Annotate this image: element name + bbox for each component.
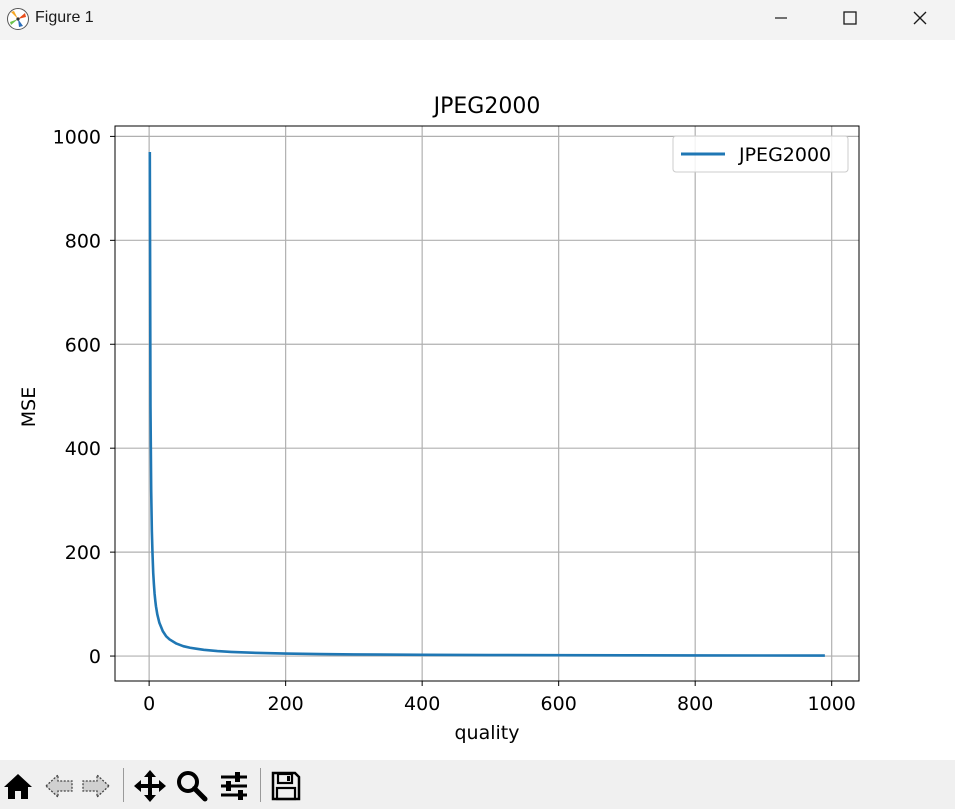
y-tick-label: 400 bbox=[65, 438, 101, 460]
x-axis-label: quality bbox=[455, 722, 520, 744]
back-arrow-icon bbox=[45, 773, 73, 799]
chart: 0 200 400 600 800 1000 0 200 400 600 800 1000 JPEG2… bbox=[18, 94, 860, 744]
y-tick-label: 600 bbox=[65, 334, 101, 356]
configure-subplots-button[interactable] bbox=[216, 768, 252, 804]
y-tick-label: 1000 bbox=[53, 126, 101, 148]
x-tick-label: 800 bbox=[677, 693, 713, 715]
close-icon bbox=[913, 11, 927, 25]
minimize-button[interactable] bbox=[746, 0, 816, 36]
legend-box bbox=[672, 135, 849, 173]
move-icon bbox=[134, 770, 166, 802]
axes-frame bbox=[114, 125, 860, 682]
back-button[interactable] bbox=[41, 768, 77, 804]
home-icon bbox=[4, 774, 32, 799]
minimize-icon bbox=[775, 17, 787, 19]
x-tick-label: 200 bbox=[268, 693, 304, 715]
series-line-jpeg2000 bbox=[148, 151, 825, 657]
magnifier-icon bbox=[177, 771, 208, 802]
legend-label: JPEG2000 bbox=[738, 144, 831, 166]
axis-ticks: 0 200 400 600 800 1000 0 200 400 600 800 1000 bbox=[53, 126, 856, 715]
legend: JPEG2000 bbox=[672, 135, 849, 173]
pan-button[interactable] bbox=[132, 768, 168, 804]
figure-canvas[interactable]: 0 200 400 600 800 1000 0 200 400 600 800 1000 JPEG2… bbox=[0, 40, 955, 760]
x-tick-label: 0 bbox=[143, 693, 155, 715]
maximize-icon bbox=[843, 11, 857, 25]
y-tick-label: 800 bbox=[65, 230, 101, 252]
save-button[interactable] bbox=[268, 768, 304, 804]
window-titlebar: Figure 1 bbox=[0, 0, 955, 40]
toolbar-separator bbox=[260, 768, 261, 802]
series-lines bbox=[148, 151, 825, 657]
forward-button[interactable] bbox=[78, 768, 114, 804]
toolbar-separator bbox=[123, 768, 124, 802]
floppy-disk-icon bbox=[271, 771, 301, 801]
matplotlib-logo-icon bbox=[7, 8, 29, 30]
y-tick-label: 0 bbox=[89, 646, 101, 668]
grid-lines bbox=[115, 126, 859, 681]
forward-arrow-icon bbox=[82, 773, 110, 799]
home-button[interactable] bbox=[0, 768, 36, 804]
window-title: Figure 1 bbox=[35, 9, 94, 26]
zoom-button[interactable] bbox=[174, 768, 210, 804]
x-tick-label: 1000 bbox=[808, 693, 856, 715]
x-tick-label: 600 bbox=[541, 693, 577, 715]
chart-title: JPEG2000 bbox=[432, 94, 541, 119]
maximize-button[interactable] bbox=[815, 0, 885, 36]
sliders-icon bbox=[221, 772, 247, 800]
y-axis-label: MSE bbox=[18, 387, 40, 427]
navigation-toolbar bbox=[0, 760, 955, 809]
close-button[interactable] bbox=[885, 0, 955, 36]
x-tick-label: 400 bbox=[404, 693, 440, 715]
y-tick-label: 200 bbox=[65, 542, 101, 564]
